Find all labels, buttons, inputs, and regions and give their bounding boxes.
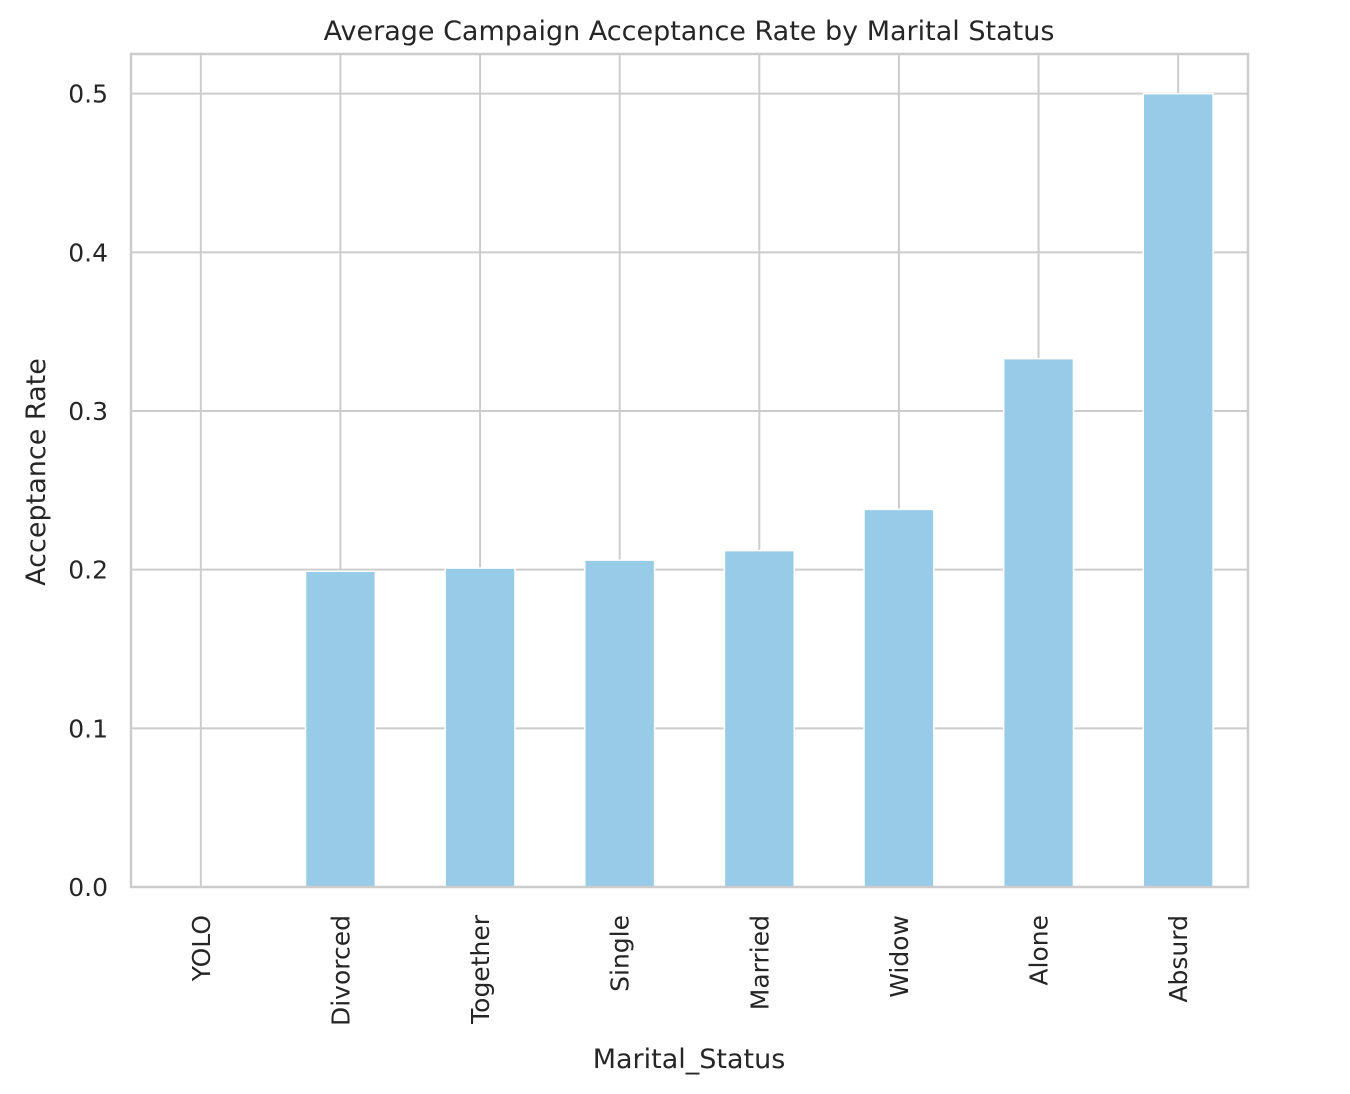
y-axis-label: Acceptance Rate bbox=[21, 358, 52, 586]
bar-divorced bbox=[304, 570, 377, 888]
bar-together bbox=[444, 567, 516, 888]
x-tick-label: Single bbox=[606, 915, 635, 992]
x-tick-label: Widow bbox=[885, 915, 914, 998]
bar-single bbox=[584, 559, 656, 888]
x-tick-label: Married bbox=[745, 915, 774, 1010]
grid-lines bbox=[131, 54, 1248, 888]
x-tick-labels: YOLO Divorced Together Single Married Widow Al… bbox=[187, 914, 1193, 1026]
y-tick-label: 0.5 bbox=[68, 80, 108, 109]
bar-widow bbox=[863, 508, 935, 888]
x-tick-label: Divorced bbox=[326, 915, 355, 1026]
bars bbox=[304, 92, 1214, 888]
x-tick-label: Alone bbox=[1025, 915, 1054, 986]
y-tick-labels: 0.0 0.1 0.2 0.3 0.4 0.5 bbox=[68, 80, 108, 902]
y-tick-label: 0.1 bbox=[68, 714, 108, 743]
x-tick-label: Together bbox=[466, 914, 495, 1025]
chart-title: Average Campaign Acceptance Rate by Mari… bbox=[324, 16, 1055, 47]
y-tick-label: 0.3 bbox=[68, 397, 108, 426]
plot-frame bbox=[129, 52, 1250, 889]
x-axis-label: Marital_Status bbox=[593, 1044, 786, 1075]
y-tick-label: 0.0 bbox=[68, 873, 108, 902]
x-tick-label: Absurd bbox=[1164, 915, 1193, 1003]
bar-alone bbox=[1002, 357, 1075, 888]
y-tick-label: 0.4 bbox=[68, 238, 108, 267]
y-tick-label: 0.2 bbox=[68, 556, 108, 585]
x-tick-label: YOLO bbox=[187, 915, 216, 982]
bar-absurd bbox=[1142, 92, 1214, 888]
bar-married bbox=[723, 549, 795, 888]
